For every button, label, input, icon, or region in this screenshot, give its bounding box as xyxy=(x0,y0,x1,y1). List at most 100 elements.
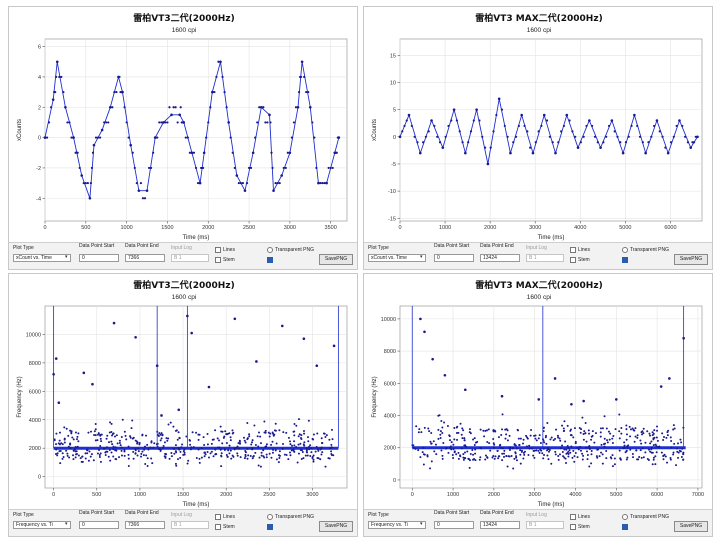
sample-marker xyxy=(225,106,228,109)
plot-type-select[interactable]: xCount vs. Time xyxy=(13,254,71,262)
input-log-select[interactable]: B 1 xyxy=(171,521,209,529)
option-checkbox[interactable] xyxy=(622,524,628,530)
transparent-png-checkbox[interactable] xyxy=(267,247,273,253)
sample-marker xyxy=(574,135,577,138)
lines-checkbox[interactable] xyxy=(570,247,576,253)
sample-marker xyxy=(207,456,210,459)
sample-marker xyxy=(634,427,637,430)
data-point-start-input[interactable]: 0 xyxy=(79,254,119,262)
option-checkbox[interactable] xyxy=(622,257,628,263)
data-point-end-input[interactable]: 7366 xyxy=(125,521,165,529)
sample-marker xyxy=(505,455,508,458)
sample-marker xyxy=(653,124,656,128)
sample-marker xyxy=(602,443,605,446)
sample-marker xyxy=(537,449,540,452)
sample-marker xyxy=(263,456,266,459)
save-png-button[interactable]: SavePNG xyxy=(674,521,708,532)
sample-marker xyxy=(675,464,678,467)
chevron-down-icon: ▾ xyxy=(65,521,68,527)
data-point-start-input[interactable]: 0 xyxy=(434,254,474,262)
sample-marker xyxy=(67,445,70,448)
sample-marker xyxy=(96,136,100,139)
sample-marker xyxy=(556,434,559,437)
sample-marker xyxy=(74,450,77,453)
sample-marker xyxy=(535,449,538,452)
chevron-down-icon: ▾ xyxy=(65,254,68,260)
sample-marker xyxy=(292,430,295,433)
chart-subtitle: 1600 cpi xyxy=(172,27,197,34)
data-point-start-input[interactable]: 0 xyxy=(434,521,474,529)
sample-marker xyxy=(297,90,301,94)
sample-marker xyxy=(644,451,647,454)
lines-checkbox[interactable] xyxy=(215,247,221,253)
sample-marker xyxy=(253,424,256,427)
sample-marker xyxy=(626,446,629,449)
y-tick-label: 2000 xyxy=(29,446,41,452)
sample-marker xyxy=(460,447,463,450)
data-point-start-input[interactable]: 0 xyxy=(79,521,119,529)
sample-marker xyxy=(248,435,251,438)
sample-marker xyxy=(564,461,567,464)
x-tick-label: 3000 xyxy=(529,492,541,498)
option-checkbox[interactable] xyxy=(267,524,273,530)
data-point-end-input[interactable]: 7366 xyxy=(125,254,165,262)
sample-marker xyxy=(603,445,606,448)
plot-type-select[interactable]: xCount vs. Time xyxy=(368,254,426,262)
sample-marker xyxy=(225,433,228,436)
stem-checkbox[interactable] xyxy=(570,524,576,530)
sample-marker xyxy=(123,450,126,453)
data-point xyxy=(64,105,67,109)
sample-marker xyxy=(278,450,281,453)
sample-marker xyxy=(457,451,460,454)
chart-svg: 雷柏VT3 MAX二代(2000Hz) 1600 cpi 0 1000 2000 3000… xyxy=(372,12,703,241)
lines-checkbox[interactable] xyxy=(215,514,221,520)
x-tick-label: 3000 xyxy=(284,225,296,231)
data-point xyxy=(315,364,319,368)
data-point-end-input[interactable]: 13424 xyxy=(480,254,520,262)
transparent-png-checkbox[interactable] xyxy=(267,514,273,520)
sample-marker xyxy=(450,441,453,444)
save-png-button[interactable]: SavePNG xyxy=(674,254,708,265)
sample-marker xyxy=(682,458,685,461)
sample-marker xyxy=(672,428,675,431)
chart-svg: 雷柏VT3二代(2000Hz) 1600 cpi 0 500 1000 1500 2000 2… xyxy=(17,279,348,508)
data-point-end-input[interactable]: 13424 xyxy=(480,521,520,529)
sample-marker xyxy=(69,447,72,450)
input-log-select[interactable]: B 1 xyxy=(526,521,564,529)
sample-marker xyxy=(258,456,261,459)
input-log-select[interactable]: B 1 xyxy=(171,254,209,262)
sample-marker xyxy=(246,457,249,460)
sample-marker xyxy=(278,456,281,459)
sample-marker xyxy=(517,124,520,128)
data-point xyxy=(317,181,320,185)
stem-checkbox[interactable] xyxy=(215,524,221,530)
save-png-button[interactable]: SavePNG xyxy=(319,254,353,265)
sample-marker xyxy=(219,448,222,451)
input-log-select[interactable]: B 1 xyxy=(526,254,564,262)
sample-marker xyxy=(147,448,150,451)
sample-marker xyxy=(414,447,417,450)
sample-marker xyxy=(324,436,327,439)
sample-marker xyxy=(651,463,654,466)
sample-marker xyxy=(220,454,223,457)
sample-marker xyxy=(188,438,191,441)
plot-type-select[interactable]: Frequency vs. Ti xyxy=(368,521,426,529)
sample-marker xyxy=(175,429,178,432)
sample-marker xyxy=(245,181,249,185)
sample-marker xyxy=(76,435,79,438)
sample-marker xyxy=(534,434,537,437)
transparent-png-checkbox[interactable] xyxy=(622,514,628,520)
option-checkbox[interactable] xyxy=(267,257,273,263)
save-png-button[interactable]: SavePNG xyxy=(319,521,353,532)
data-point xyxy=(475,108,478,111)
lines-checkbox[interactable] xyxy=(570,514,576,520)
sample-marker xyxy=(569,429,572,432)
sample-marker xyxy=(522,442,525,445)
sample-marker xyxy=(473,444,476,447)
sample-marker xyxy=(252,455,255,458)
plot-type-select[interactable]: Frequency vs. Ti xyxy=(13,521,71,529)
sample-marker xyxy=(602,141,605,144)
transparent-png-checkbox[interactable] xyxy=(622,247,628,253)
stem-checkbox[interactable] xyxy=(570,257,576,263)
stem-checkbox[interactable] xyxy=(215,257,221,263)
